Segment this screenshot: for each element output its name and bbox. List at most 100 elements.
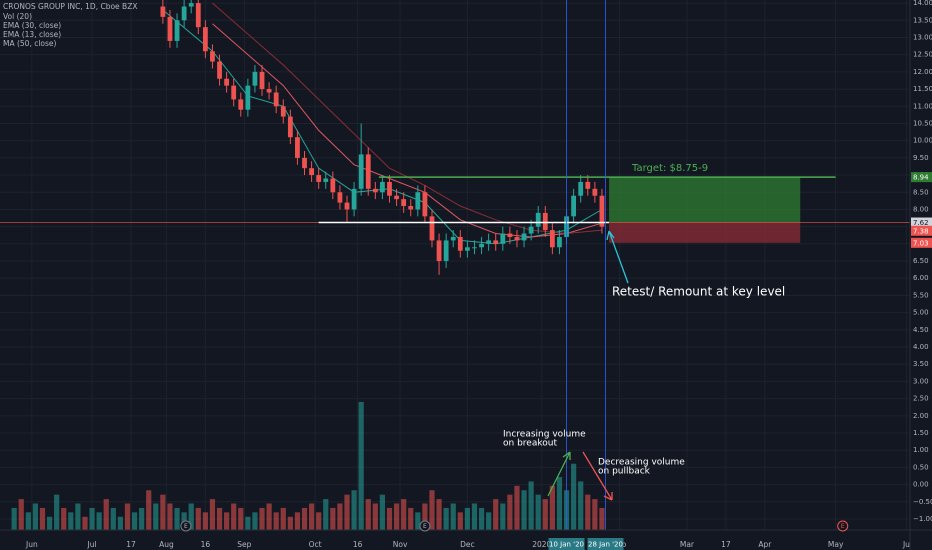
y-tick-label: 0.50 — [913, 463, 929, 471]
candle-body — [380, 181, 385, 193]
y-tick-label: 4.00 — [913, 343, 929, 351]
volume-bar — [75, 503, 81, 530]
candle-body — [486, 240, 492, 244]
volume-bar — [174, 507, 180, 530]
candle-body — [500, 233, 506, 244]
candle-body — [202, 27, 208, 52]
volume-bar — [224, 512, 230, 530]
volume-bar — [96, 512, 102, 530]
candle-body — [443, 240, 449, 262]
candle-body — [174, 20, 180, 41]
volume-bar — [89, 507, 95, 530]
volume-bar — [11, 507, 17, 530]
candle-body — [224, 78, 230, 86]
x-tick-label: Sep — [237, 540, 251, 549]
plot — [0, 0, 910, 530]
volume-bar — [478, 507, 485, 530]
candle-body — [259, 71, 265, 90]
volume-bar — [592, 499, 598, 530]
x-tick-label: 2020 — [532, 540, 551, 549]
date-tag — [587, 538, 624, 550]
volume-bar — [160, 494, 166, 530]
volume-bar — [464, 507, 470, 530]
volume-bar — [82, 516, 88, 530]
x-tick-label: Dec — [460, 540, 475, 549]
volume-bar — [139, 507, 145, 530]
volume-bar — [422, 503, 428, 530]
price-tag — [911, 172, 932, 183]
candle-body — [521, 233, 527, 241]
y-tick-label: 12.00 — [913, 68, 932, 76]
candle-body — [557, 236, 562, 248]
x-tick-label: 16 — [201, 540, 211, 549]
volume-bar — [32, 503, 39, 530]
candle-body — [528, 226, 534, 234]
earnings-label: E — [423, 523, 427, 530]
volume-bar — [188, 503, 194, 530]
candle-body — [309, 168, 314, 176]
y-tick-label: 5.50 — [913, 291, 929, 299]
volume-bar — [68, 512, 74, 530]
candle-body — [387, 181, 392, 196]
candle-body — [217, 61, 222, 79]
volume-bar — [351, 490, 357, 530]
arrow — [582, 451, 613, 501]
volume-bar — [131, 512, 138, 530]
y-tick-label: 4.50 — [913, 326, 929, 334]
candle-body — [507, 233, 513, 237]
annotation: Target: $8.75-9 — [631, 163, 708, 174]
candle-body — [436, 240, 442, 262]
candle-body — [330, 178, 336, 193]
annotation: Increasing volume — [503, 430, 586, 440]
volume-bar — [337, 503, 343, 530]
volume-bar — [202, 512, 208, 530]
price-tag-label: 8.94 — [913, 174, 929, 182]
y-tick-label: 6.00 — [913, 274, 929, 282]
y-tick-label: 13.50 — [913, 16, 932, 24]
arrows — [547, 230, 629, 501]
y-tick-label: 13.00 — [913, 33, 932, 41]
y-tick-label: 2.50 — [913, 395, 929, 403]
x-tick-label: Jun — [25, 540, 38, 549]
volume-bar — [287, 516, 293, 530]
volume-bar — [486, 512, 492, 530]
annotation: on pullback — [598, 467, 651, 477]
volume-bar — [571, 463, 577, 530]
volume-bar — [39, 507, 46, 530]
volume-bar — [443, 507, 449, 530]
y-tick-label: 11.00 — [913, 102, 932, 110]
candle-body — [323, 178, 329, 182]
earnings-marker — [180, 520, 192, 532]
y-tick-label: 6.50 — [913, 257, 929, 265]
candle-body — [514, 236, 520, 241]
candle-body — [429, 216, 435, 241]
candle-body — [571, 195, 577, 217]
candle-body — [578, 181, 584, 196]
candle-body — [415, 192, 421, 210]
arrow — [606, 230, 629, 284]
y-tick-label: 5.00 — [913, 309, 929, 317]
volume-bar — [266, 503, 272, 530]
volume-bar — [599, 507, 605, 530]
candle-body — [422, 192, 428, 217]
volume-bar — [401, 499, 407, 530]
candle-body — [351, 188, 357, 210]
earnings-marker — [837, 520, 849, 532]
x-tick-label: Apr — [758, 540, 772, 549]
y-tick-label: 9.50 — [913, 154, 929, 162]
y-tick-label: 8.50 — [913, 188, 929, 196]
x-tick-label: May — [828, 540, 844, 549]
volume-bar — [372, 503, 378, 530]
candle-body — [210, 51, 215, 62]
price-tag-label: 7.62 — [913, 219, 929, 227]
volume-bar — [117, 516, 123, 530]
candle-body — [372, 188, 378, 193]
volume-bar — [167, 503, 173, 530]
y-tick-label: 1.00 — [913, 446, 929, 454]
volume-bar — [245, 516, 251, 530]
volume-bar — [61, 507, 67, 530]
volume-bar — [457, 512, 463, 530]
y-tick-label: 1.50 — [913, 429, 929, 437]
volume-bar — [146, 490, 152, 530]
